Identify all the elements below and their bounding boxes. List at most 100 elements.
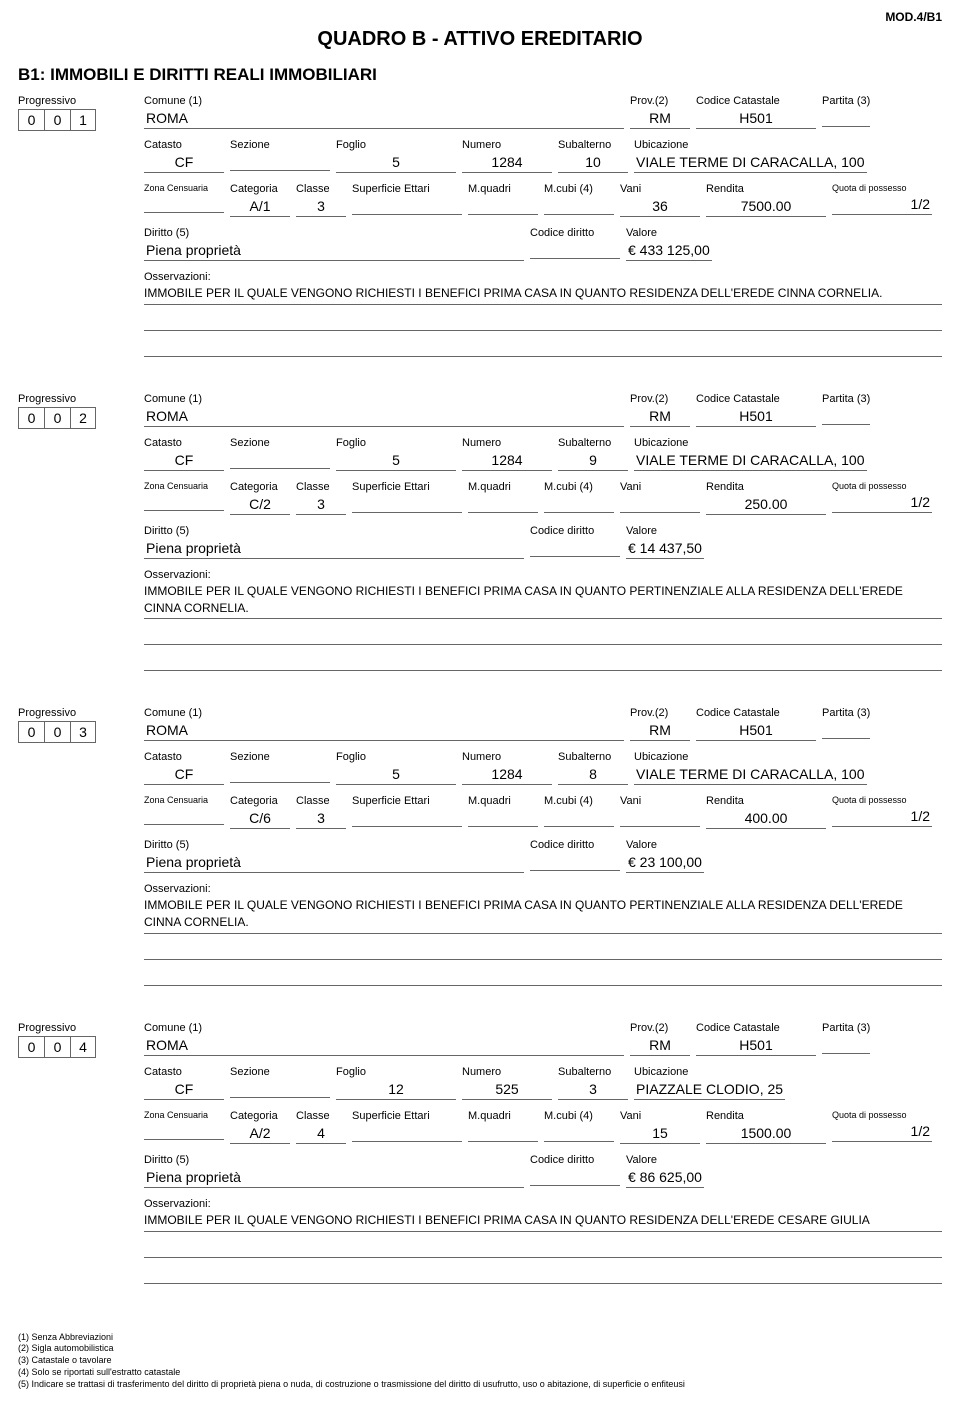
field-label: Categoria xyxy=(230,795,290,807)
progressivo-digit: 0 xyxy=(44,721,70,743)
field-label: Rendita xyxy=(706,795,826,807)
field-label: Codice Catastale xyxy=(696,1022,816,1034)
field-label: Numero xyxy=(462,1066,552,1078)
progressivo-digit: 2 xyxy=(70,407,96,429)
field-label: Classe xyxy=(296,1110,346,1122)
field-value xyxy=(544,1124,614,1142)
field-label: Superficie Ettari xyxy=(352,1110,462,1122)
empty-line xyxy=(144,627,942,645)
property-entry: Progressivo 004 Comune (1) ROMA Prov.(2)… xyxy=(18,1022,942,1292)
field-value xyxy=(352,495,462,513)
field-value: CF xyxy=(144,451,224,471)
empty-line xyxy=(144,653,942,671)
field-label: Zona Censuaria xyxy=(144,481,224,491)
field-value xyxy=(620,495,700,513)
field-value xyxy=(468,495,538,513)
field-value: C/2 xyxy=(230,495,290,515)
field-label: Sezione xyxy=(230,437,330,449)
field-label: Vani xyxy=(620,481,700,493)
field-value: 10 xyxy=(558,153,628,173)
progressivo-label: Progressivo xyxy=(18,95,128,107)
osservazioni-text: IMMOBILE PER IL QUALE VENGONO RICHIESTI … xyxy=(144,897,942,934)
field-label: Subalterno xyxy=(558,1066,628,1078)
field-label: Codice diritto xyxy=(530,525,620,537)
field-label: Partita (3) xyxy=(822,95,870,107)
osservazioni-text: IMMOBILE PER IL QUALE VENGONO RICHIESTI … xyxy=(144,1212,942,1232)
field-label: Diritto (5) xyxy=(144,525,524,537)
field-value: 5 xyxy=(336,451,456,471)
field-label: Categoria xyxy=(230,1110,290,1122)
field-value xyxy=(144,195,224,213)
field-label: Zona Censuaria xyxy=(144,1110,224,1120)
field-value: RM xyxy=(630,721,690,741)
field-value: Piena proprietà xyxy=(144,853,524,873)
field-value xyxy=(468,197,538,215)
progressivo-label: Progressivo xyxy=(18,393,128,405)
field-label: Catasto xyxy=(144,751,224,763)
field-label: Ubicazione xyxy=(634,1066,785,1078)
field-value: 36 xyxy=(620,197,700,217)
field-value: 3 xyxy=(296,495,346,515)
field-value xyxy=(144,493,224,511)
field-value xyxy=(822,109,870,127)
field-value: RM xyxy=(630,407,690,427)
osservazioni-text: IMMOBILE PER IL QUALE VENGONO RICHIESTI … xyxy=(144,583,942,620)
field-value xyxy=(230,765,330,783)
field-label: M.quadri xyxy=(468,795,538,807)
field-label: Rendita xyxy=(706,183,826,195)
field-value: 1/2 xyxy=(832,1122,932,1142)
field-label: M.cubi (4) xyxy=(544,183,614,195)
progressivo-digit: 0 xyxy=(18,109,44,131)
progressivo-value: 002 xyxy=(18,407,128,429)
empty-line xyxy=(144,1240,942,1258)
field-value xyxy=(468,809,538,827)
field-value: Piena proprietà xyxy=(144,539,524,559)
field-value xyxy=(230,1080,330,1098)
field-value xyxy=(230,153,330,171)
field-label: Codice diritto xyxy=(530,227,620,239)
field-value xyxy=(544,197,614,215)
field-label: Categoria xyxy=(230,481,290,493)
field-label: M.quadri xyxy=(468,1110,538,1122)
field-value: € 433 125,00 xyxy=(626,241,712,261)
field-label: Codice diritto xyxy=(530,1154,620,1166)
progressivo-digit: 0 xyxy=(44,1036,70,1058)
field-value: ROMA xyxy=(144,721,624,741)
osservazioni-label: Osservazioni: xyxy=(144,569,942,581)
progressivo-digit: 0 xyxy=(18,1036,44,1058)
field-value: 8 xyxy=(558,765,628,785)
field-label: Foglio xyxy=(336,751,456,763)
field-value: RM xyxy=(630,1036,690,1056)
field-value: 3 xyxy=(296,197,346,217)
field-value xyxy=(144,807,224,825)
field-value xyxy=(230,451,330,469)
field-label: Codice diritto xyxy=(530,839,620,851)
field-label: Prov.(2) xyxy=(630,95,690,107)
field-label: Comune (1) xyxy=(144,1022,624,1034)
field-value: 12 xyxy=(336,1080,456,1100)
field-value: A/1 xyxy=(230,197,290,217)
field-label: Superficie Ettari xyxy=(352,183,462,195)
field-label: Partita (3) xyxy=(822,393,870,405)
section-title: B1: IMMOBILI E DIRITTI REALI IMMOBILIARI xyxy=(18,65,942,85)
field-label: M.quadri xyxy=(468,481,538,493)
progressivo-label: Progressivo xyxy=(18,1022,128,1034)
field-label: Catasto xyxy=(144,437,224,449)
field-value: 1/2 xyxy=(832,195,932,215)
progressivo-label: Progressivo xyxy=(18,707,128,719)
field-value: H501 xyxy=(696,1036,816,1056)
field-value: CF xyxy=(144,1080,224,1100)
field-label: Diritto (5) xyxy=(144,839,524,851)
progressivo-value: 001 xyxy=(18,109,128,131)
field-value xyxy=(352,1124,462,1142)
field-label: M.cubi (4) xyxy=(544,795,614,807)
field-label: Sezione xyxy=(230,139,330,151)
field-label: Ubicazione xyxy=(634,751,867,763)
field-label: Prov.(2) xyxy=(630,1022,690,1034)
field-value: ROMA xyxy=(144,407,624,427)
field-value: 400.00 xyxy=(706,809,826,829)
page-title: QUADRO B - ATTIVO EREDITARIO xyxy=(18,28,942,51)
field-label: Codice Catastale xyxy=(696,95,816,107)
field-value: PIAZZALE CLODIO, 25 xyxy=(634,1080,785,1100)
field-label: Numero xyxy=(462,751,552,763)
